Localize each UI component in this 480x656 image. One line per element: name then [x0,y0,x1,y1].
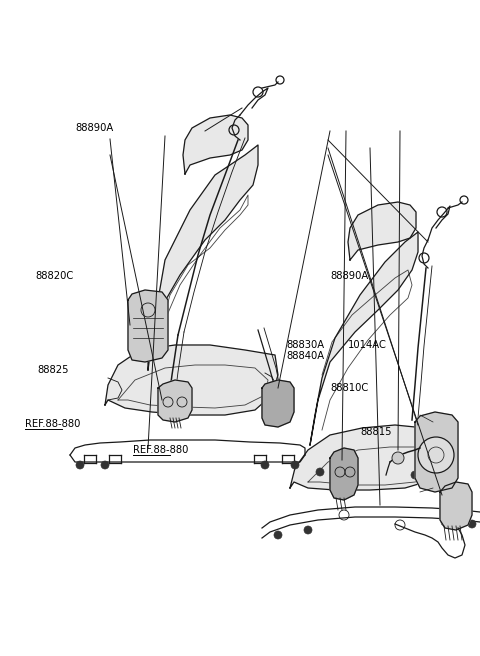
Text: 88890A: 88890A [75,123,113,133]
Polygon shape [128,290,168,362]
Polygon shape [262,380,294,427]
Polygon shape [158,380,192,422]
Text: 88815: 88815 [360,427,392,437]
Circle shape [428,471,436,479]
Text: REF.88-880: REF.88-880 [133,445,188,455]
Polygon shape [105,345,278,415]
Circle shape [334,468,342,476]
Polygon shape [148,145,258,370]
Circle shape [441,518,449,526]
Circle shape [76,461,84,469]
Text: REF.88-880: REF.88-880 [25,419,80,429]
Polygon shape [183,115,248,174]
Text: 88890A: 88890A [330,271,368,281]
Polygon shape [290,425,456,490]
Text: 88830A: 88830A [286,340,324,350]
Text: 88825: 88825 [37,365,69,375]
Circle shape [316,468,324,476]
Polygon shape [310,232,418,445]
Circle shape [418,437,454,473]
Polygon shape [348,202,416,260]
Polygon shape [440,482,472,530]
Polygon shape [415,412,458,492]
Text: 88820C: 88820C [35,271,73,281]
Circle shape [101,461,109,469]
Circle shape [468,520,476,528]
Text: 88840A: 88840A [286,351,324,361]
Circle shape [411,471,419,479]
Text: 88810C: 88810C [330,383,368,393]
Polygon shape [330,448,358,500]
Circle shape [261,461,269,469]
Circle shape [274,531,282,539]
Text: 1014AC: 1014AC [348,340,387,350]
Circle shape [291,461,299,469]
Circle shape [392,452,404,464]
Circle shape [304,526,312,534]
